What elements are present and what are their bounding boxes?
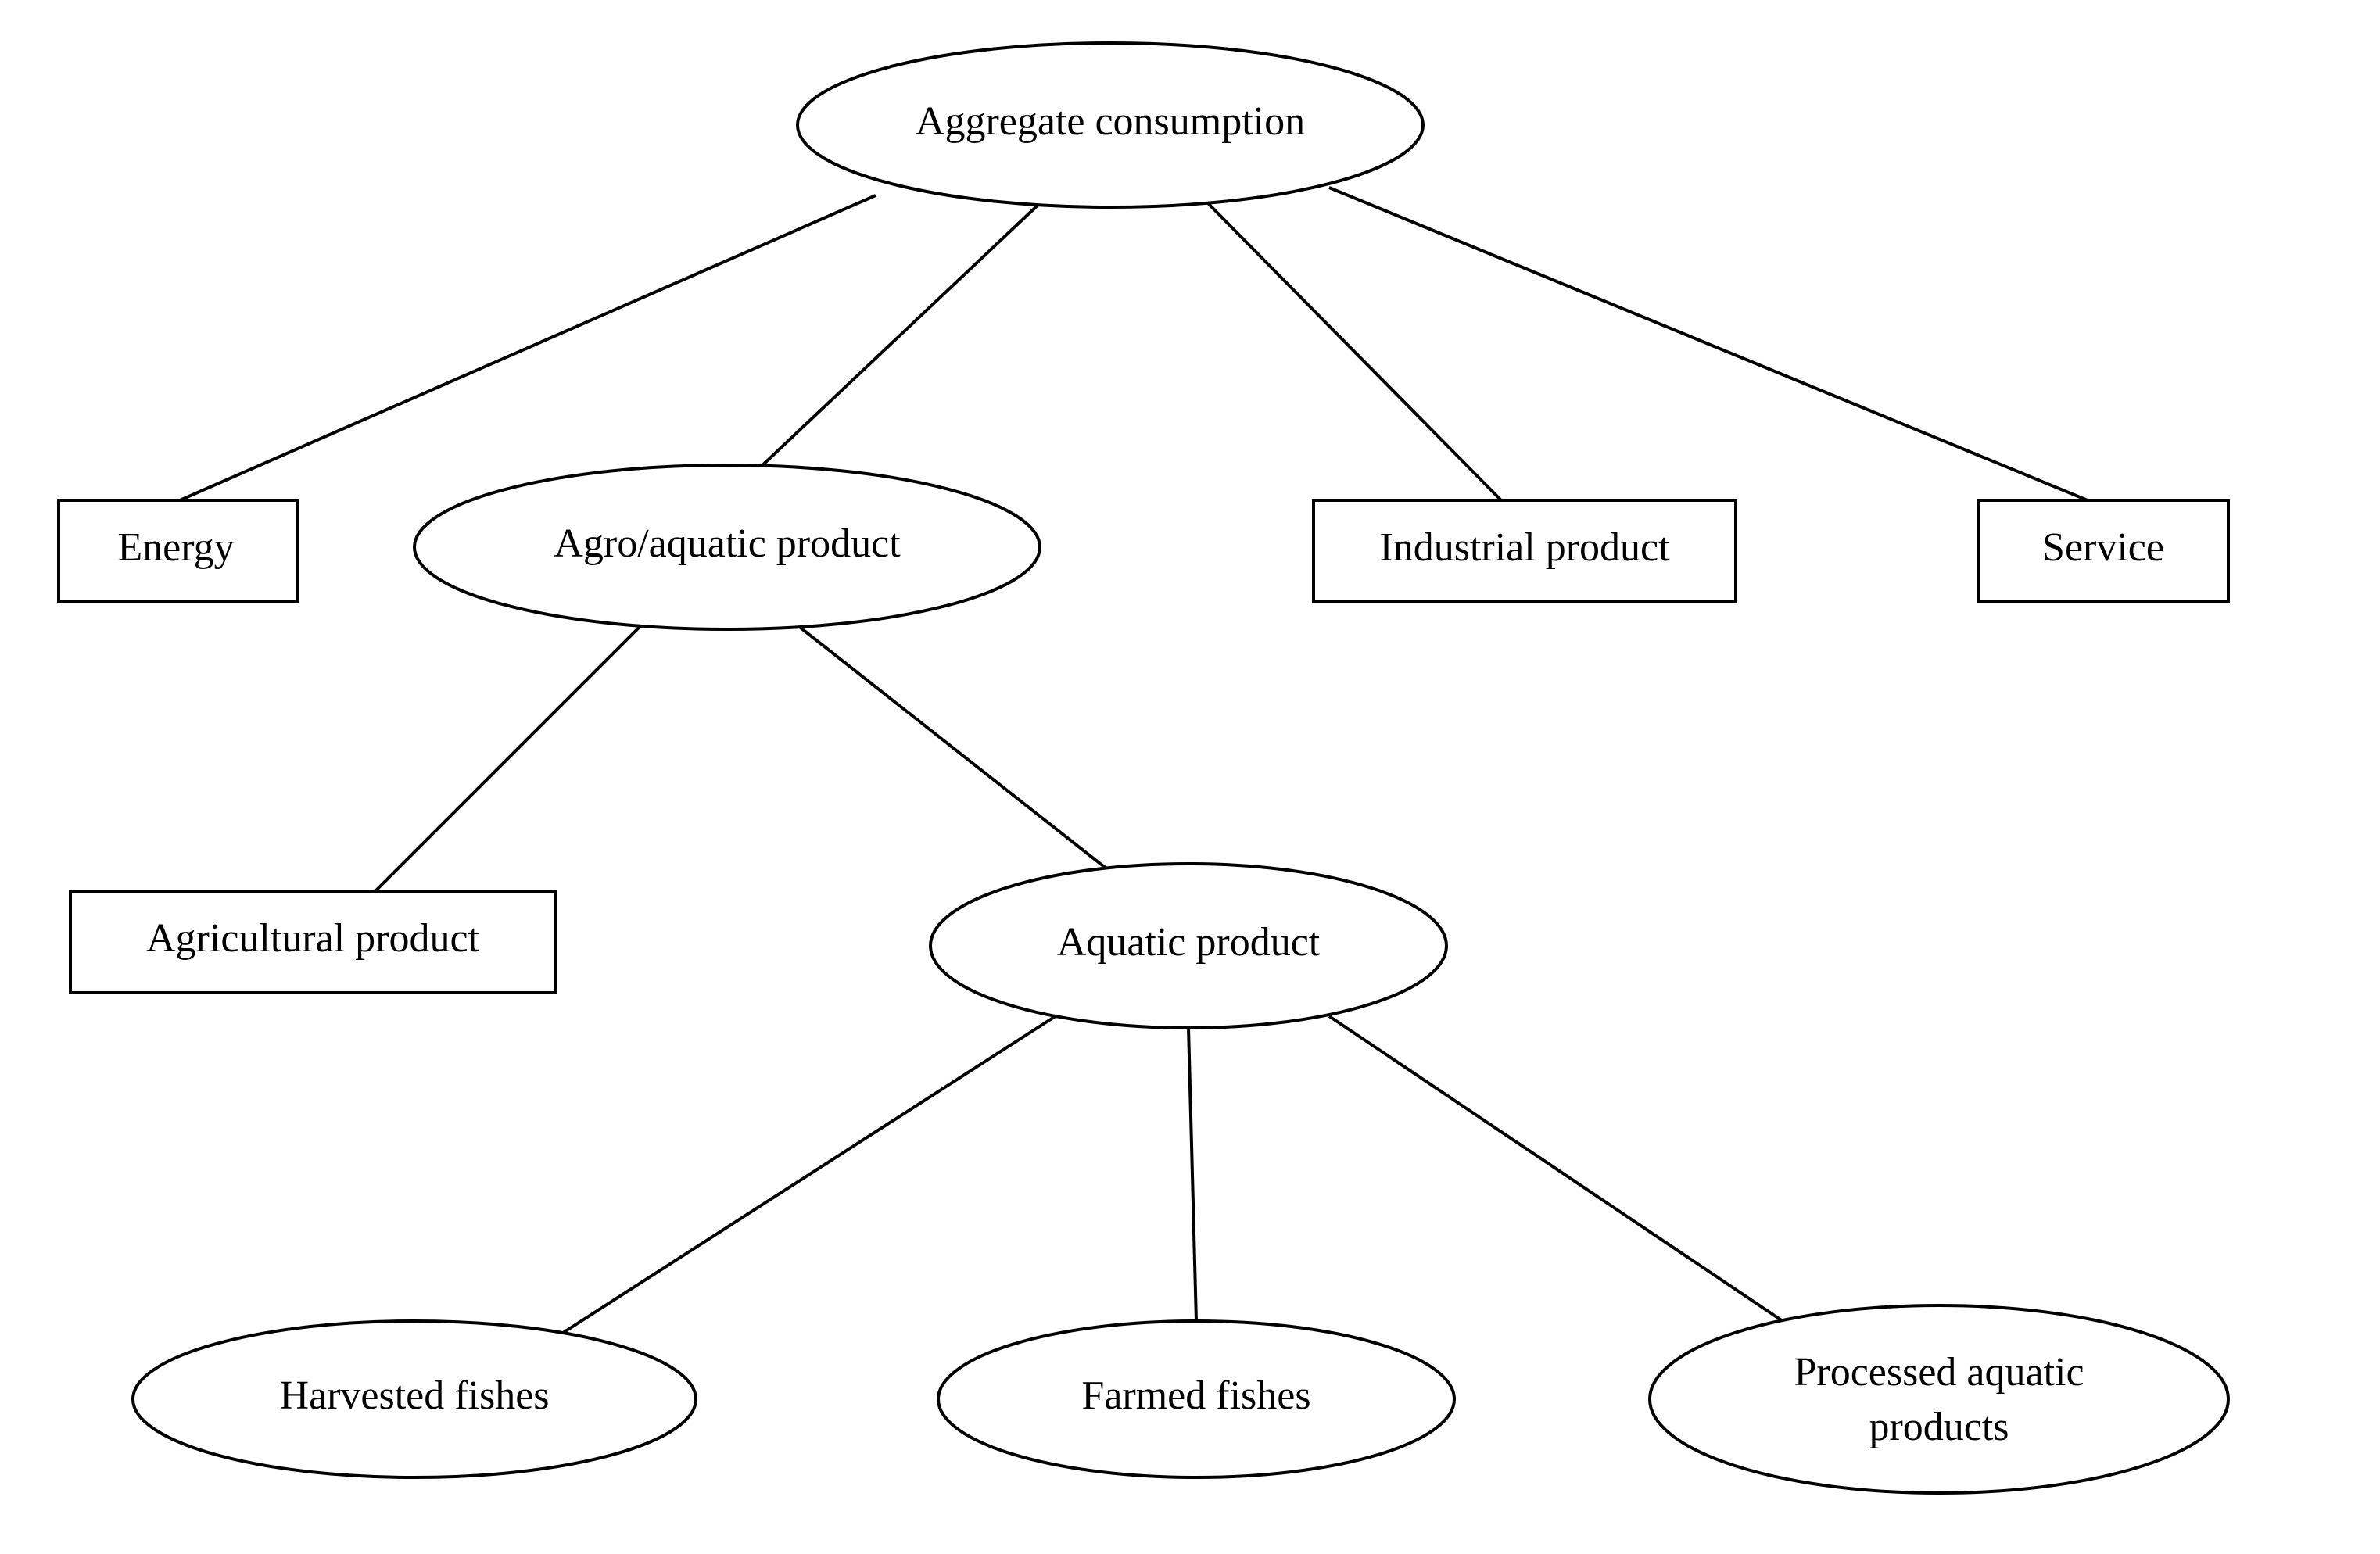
node-label-energy: Energy — [117, 525, 234, 570]
node-agro: Agro/aquatic product — [414, 465, 1040, 629]
node-label-service: Service — [2042, 525, 2164, 570]
edge-root-energy — [180, 195, 876, 500]
node-energy: Energy — [59, 500, 297, 602]
node-label-agri: Agricultural product — [146, 916, 480, 961]
node-service: Service — [1978, 500, 2228, 602]
nodes-layer: Aggregate consumption Energy Agro/aquatic … — [59, 43, 2228, 1493]
node-agri: Agricultural product — [70, 891, 555, 993]
node-shape-processed — [1650, 1305, 2228, 1493]
edge-aquatic-harvested — [563, 1016, 1056, 1333]
node-harvested: Harvested fishes — [133, 1321, 696, 1477]
node-root: Aggregate consumption — [798, 43, 1423, 207]
node-label-agro: Agro/aquatic product — [554, 521, 901, 566]
node-processed: Processed aquatic products — [1650, 1305, 2228, 1493]
edge-root-agro — [758, 203, 1040, 469]
node-label-processed-line1: Processed aquatic — [1794, 1350, 2084, 1395]
edge-root-service — [1329, 188, 2088, 500]
edge-aquatic-farmed — [1188, 1028, 1196, 1321]
node-label-root: Aggregate consumption — [916, 99, 1305, 144]
node-label-aquatic: Aquatic product — [1057, 920, 1321, 965]
hierarchy-diagram: Aggregate consumption Energy Agro/aquatic … — [0, 0, 2380, 1554]
node-industrial: Industrial product — [1314, 500, 1736, 602]
node-label-industrial: Industrial product — [1379, 525, 1670, 570]
edge-aquatic-processed — [1329, 1016, 1783, 1321]
node-label-harvested: Harvested fishes — [279, 1373, 549, 1418]
node-farmed: Farmed fishes — [938, 1321, 1454, 1477]
edge-agro-agri — [375, 625, 641, 891]
edge-agro-aquatic — [798, 625, 1110, 872]
edges-layer — [180, 188, 2088, 1333]
node-aquatic: Aquatic product — [930, 864, 1446, 1028]
node-label-processed-line2: products — [1869, 1405, 2009, 1449]
node-label-farmed: Farmed fishes — [1081, 1373, 1310, 1418]
edge-root-industrial — [1204, 199, 1501, 500]
